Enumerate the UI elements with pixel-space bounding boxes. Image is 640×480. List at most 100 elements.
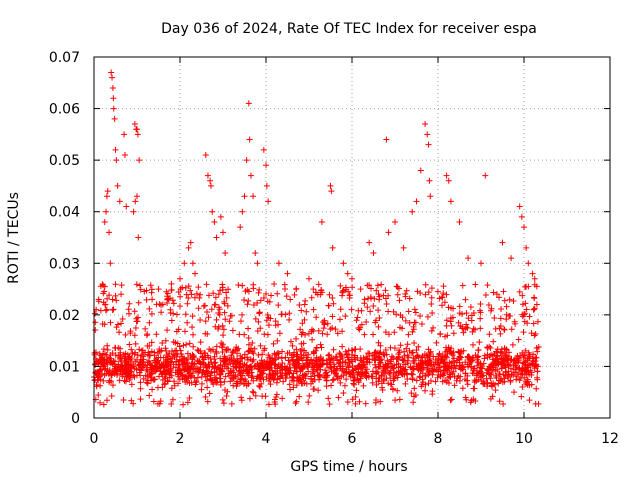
data-point	[170, 300, 177, 307]
data-point	[310, 306, 317, 313]
data-point	[257, 342, 264, 349]
data-point	[134, 314, 141, 321]
data-point-peak	[245, 100, 252, 107]
data-point	[113, 324, 120, 331]
data-point	[283, 293, 290, 300]
data-point	[91, 351, 98, 358]
data-point	[308, 294, 315, 301]
data-point	[215, 325, 222, 332]
data-point	[352, 393, 359, 400]
data-point	[195, 348, 202, 355]
data-point	[387, 375, 394, 382]
data-point-peak	[275, 260, 282, 267]
data-point	[233, 380, 240, 387]
data-point	[382, 347, 389, 354]
data-point-peak	[209, 208, 216, 215]
data-point	[395, 354, 402, 361]
data-point	[135, 299, 142, 306]
data-point	[422, 387, 429, 394]
data-point	[409, 375, 416, 382]
data-point	[503, 303, 510, 310]
data-point	[360, 382, 367, 389]
data-point	[224, 302, 231, 309]
data-point	[451, 382, 458, 389]
data-point	[222, 355, 229, 362]
data-point	[149, 296, 156, 303]
data-point	[96, 350, 103, 357]
data-point	[394, 356, 401, 363]
data-point	[332, 326, 339, 333]
data-point-peak	[159, 301, 166, 308]
data-point	[447, 374, 454, 381]
data-point	[108, 393, 115, 400]
data-point	[150, 376, 157, 383]
data-point-peak	[189, 260, 196, 267]
data-point	[270, 340, 277, 347]
data-point	[280, 378, 287, 385]
data-point	[360, 354, 367, 361]
data-point	[492, 368, 499, 375]
data-point-peak	[155, 286, 162, 293]
data-point	[154, 400, 161, 407]
data-point	[236, 368, 243, 375]
data-point	[439, 302, 446, 309]
data-point	[249, 339, 256, 346]
data-point	[298, 365, 305, 372]
data-point-peak	[185, 244, 192, 251]
data-point	[192, 365, 199, 372]
data-point	[520, 354, 527, 361]
data-point	[525, 283, 532, 290]
data-point	[170, 378, 177, 385]
data-point	[450, 305, 457, 312]
data-point	[497, 323, 504, 330]
data-point	[299, 372, 306, 379]
data-point	[204, 384, 211, 391]
data-point-peak	[531, 275, 538, 282]
data-point	[426, 357, 433, 364]
data-point	[365, 350, 372, 357]
data-point	[290, 370, 297, 377]
data-point	[493, 291, 500, 298]
data-point	[147, 361, 154, 368]
data-point	[391, 329, 398, 336]
data-point	[269, 355, 276, 362]
data-point	[298, 340, 305, 347]
data-point	[492, 362, 499, 369]
data-point	[158, 309, 165, 316]
data-point	[378, 356, 385, 363]
data-point	[521, 359, 528, 366]
data-point	[325, 302, 332, 309]
data-point	[381, 352, 388, 359]
data-point	[112, 292, 119, 299]
data-point	[441, 299, 448, 306]
data-point-peak	[130, 208, 137, 215]
data-point	[511, 389, 518, 396]
data-point	[477, 315, 484, 322]
data-point	[262, 290, 269, 297]
data-point	[230, 363, 237, 370]
data-point	[435, 359, 442, 366]
data-point	[348, 306, 355, 313]
data-point	[385, 308, 392, 315]
data-point	[447, 318, 454, 325]
data-point-peak	[445, 177, 452, 184]
data-point	[181, 361, 188, 368]
data-point	[192, 381, 199, 388]
data-point	[435, 368, 442, 375]
data-point	[154, 384, 161, 391]
data-point	[244, 301, 251, 308]
data-point	[520, 311, 527, 318]
data-point	[159, 376, 166, 383]
data-point	[431, 361, 438, 368]
data-point	[414, 352, 421, 359]
data-point	[310, 364, 317, 371]
data-point	[219, 396, 226, 403]
data-point	[474, 356, 481, 363]
data-point-peak	[132, 198, 139, 205]
data-point	[373, 350, 380, 357]
data-point	[231, 357, 238, 364]
data-point	[436, 351, 443, 358]
data-point	[97, 357, 104, 364]
data-point	[184, 300, 191, 307]
data-point	[255, 318, 262, 325]
